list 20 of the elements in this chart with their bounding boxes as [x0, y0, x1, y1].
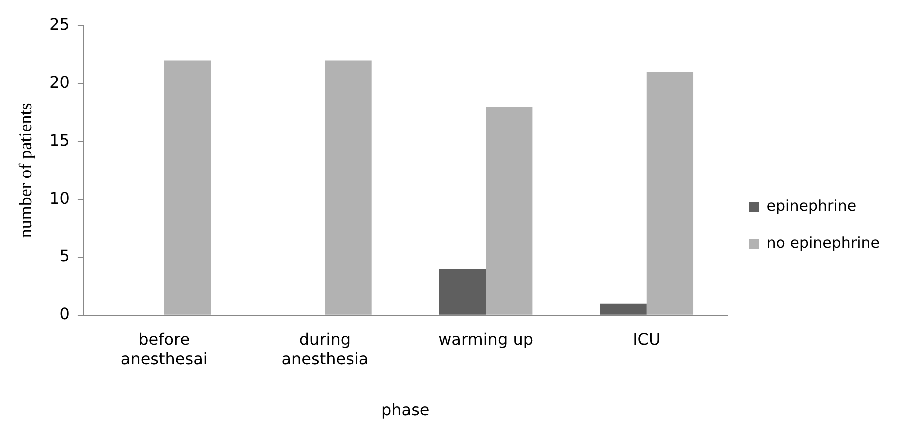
x-tick-label: before anesthesai	[120, 330, 208, 368]
x-axis-title: phase	[381, 400, 430, 420]
x-tick-label: ICU	[633, 330, 661, 350]
y-axis-title: number of patients	[16, 103, 36, 238]
bar	[325, 60, 372, 315]
x-tick-label: warming up	[438, 330, 534, 350]
legend-label: epinephrine	[766, 196, 857, 215]
bar	[439, 269, 486, 315]
y-tick-label: 15	[50, 130, 70, 150]
y-tick-label: 0	[60, 304, 70, 324]
legend-label: no epinephrine	[766, 234, 880, 252]
y-tick-label: 5	[60, 246, 70, 266]
x-tick-label: during anesthesia	[282, 330, 369, 368]
y-tick-label: 20	[50, 73, 70, 92]
bar	[600, 304, 647, 315]
bar	[486, 107, 533, 315]
bar	[164, 60, 212, 315]
bar	[646, 72, 694, 315]
y-tick-label: 25	[50, 15, 70, 34]
y-tick-label: 10	[50, 188, 70, 208]
